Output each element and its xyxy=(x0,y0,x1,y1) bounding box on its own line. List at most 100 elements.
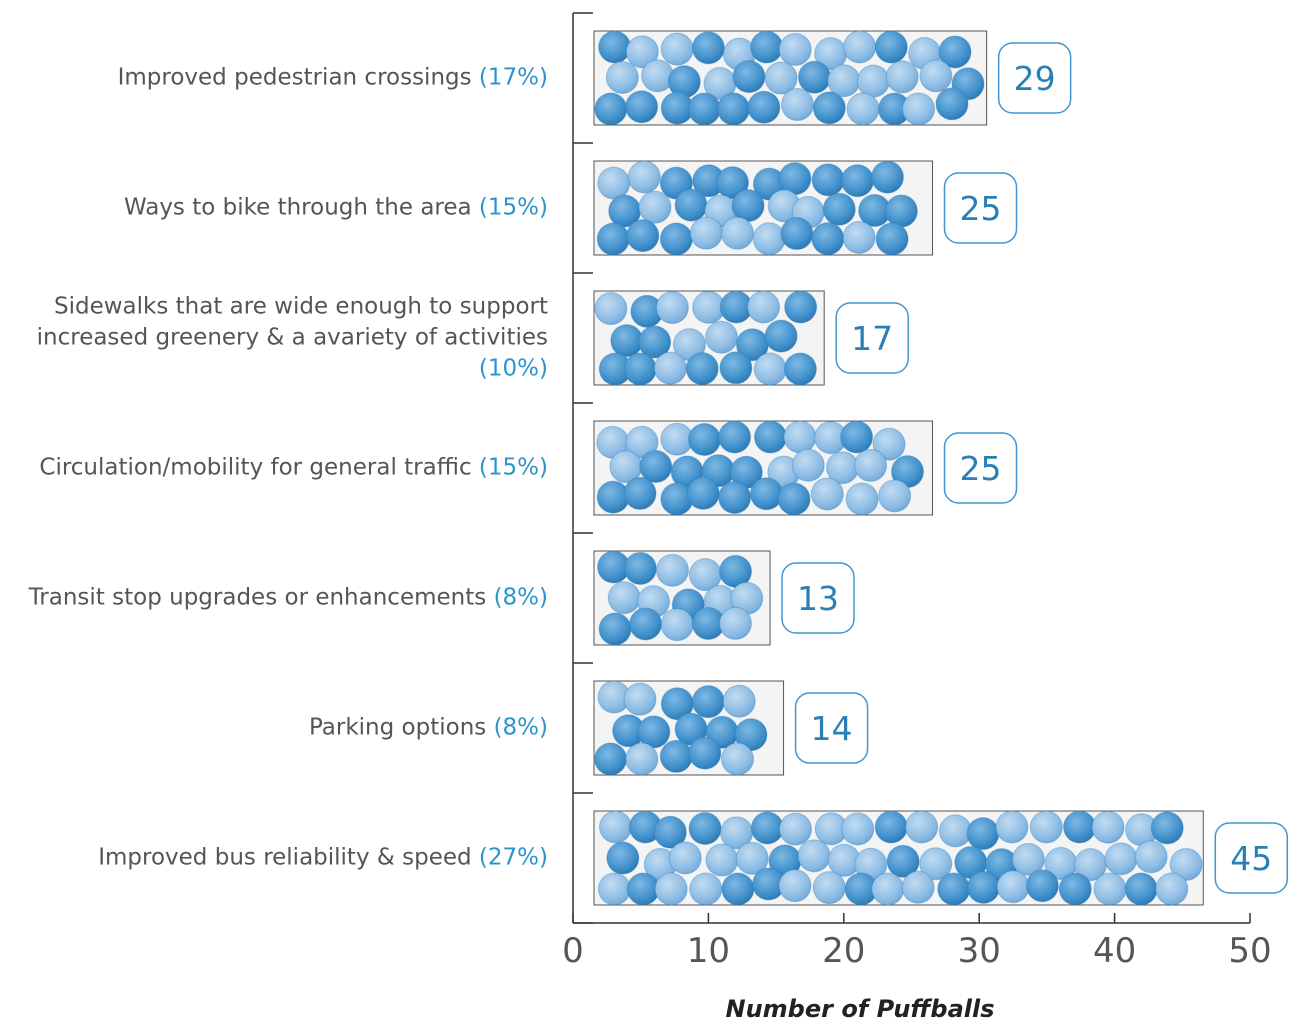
puffball xyxy=(607,581,641,615)
puffball xyxy=(797,839,831,873)
bar-group xyxy=(593,160,933,256)
puffball xyxy=(901,870,935,904)
puffball xyxy=(705,843,739,877)
puffball xyxy=(1104,842,1138,876)
puffball xyxy=(653,351,687,385)
share-label: (15%) xyxy=(478,454,548,481)
share-label: (17%) xyxy=(478,64,548,91)
puffball xyxy=(778,32,812,66)
puffball xyxy=(752,222,786,256)
puffball xyxy=(1124,872,1158,906)
category-label: Transit stop upgrades or enhancements (8… xyxy=(0,583,548,614)
puffball xyxy=(721,216,755,250)
puffball xyxy=(919,59,953,93)
puffball xyxy=(660,32,694,66)
puffball xyxy=(721,872,755,906)
puffball xyxy=(1155,872,1189,906)
puffball xyxy=(753,420,787,454)
puffball xyxy=(1025,869,1059,903)
category-label: Sidewalks that are wide enough to suppor… xyxy=(0,292,548,385)
puffball xyxy=(655,291,689,325)
puffball xyxy=(791,448,825,482)
puffball xyxy=(843,30,877,64)
puffball xyxy=(1169,847,1203,881)
puffball xyxy=(812,91,846,125)
puffball xyxy=(718,606,752,640)
puffball xyxy=(871,872,905,906)
value-badge xyxy=(1214,822,1289,894)
puffball xyxy=(1134,840,1168,874)
value-label: 25 xyxy=(960,449,1002,488)
category-label: Ways to bike through the area (15%) xyxy=(0,193,548,224)
puffball xyxy=(810,477,844,511)
puffball xyxy=(872,427,906,461)
category-text: Improved bus reliability & speed xyxy=(98,844,472,871)
value-label: 17 xyxy=(851,319,893,358)
category-text: Transit stop upgrades or enhancements xyxy=(28,584,487,611)
puffball xyxy=(735,841,769,875)
puffball xyxy=(625,90,659,124)
value-label: 25 xyxy=(960,189,1002,228)
puffball xyxy=(598,810,632,844)
value-badge xyxy=(794,692,869,764)
puffball xyxy=(597,872,631,906)
puffball xyxy=(764,319,798,353)
puffball xyxy=(841,812,875,846)
puffball xyxy=(623,476,657,510)
puffball xyxy=(655,553,689,587)
puffball xyxy=(884,194,918,228)
value-badge xyxy=(835,302,909,374)
puffball xyxy=(687,92,721,126)
puffball xyxy=(674,188,708,222)
puffball xyxy=(874,810,908,844)
value-badge xyxy=(781,562,855,634)
puffball xyxy=(938,814,972,848)
puffball xyxy=(749,477,783,511)
bar-group xyxy=(593,30,988,126)
puffball xyxy=(594,292,628,326)
puffball xyxy=(937,872,971,906)
puffball xyxy=(747,290,781,324)
puffball xyxy=(623,682,657,716)
puffball xyxy=(878,479,912,513)
puffball xyxy=(966,817,1000,851)
category-label: Parking options (8%) xyxy=(0,713,548,744)
puffball xyxy=(811,222,845,256)
x-tick-label: 20 xyxy=(822,931,865,971)
category-text: Sidewalks that are wide enough to suppor… xyxy=(36,293,548,351)
puffball xyxy=(653,815,687,849)
puffball xyxy=(689,216,723,250)
puffball xyxy=(812,871,846,905)
puffball xyxy=(935,87,969,121)
x-axis-title: Number of Puffballs xyxy=(725,995,994,1023)
puffball xyxy=(902,92,936,126)
puffball xyxy=(722,684,756,718)
x-tick-label: 10 xyxy=(687,931,730,971)
category-label: Circulation/mobility for general traffic… xyxy=(0,453,548,484)
puffball xyxy=(750,811,784,845)
puffball xyxy=(731,189,765,223)
category-text: Ways to bike through the area xyxy=(123,194,472,221)
puffball xyxy=(594,742,628,776)
puffball xyxy=(886,844,920,878)
puffball xyxy=(822,192,856,226)
puffball xyxy=(625,35,659,69)
puffball xyxy=(623,352,657,386)
bar-group xyxy=(593,290,825,386)
puffball xyxy=(596,222,630,256)
category-label: Improved pedestrian crossings (17%) xyxy=(0,63,548,94)
share-label: (27%) xyxy=(478,844,548,871)
share-label: (15%) xyxy=(478,194,548,221)
puffball xyxy=(784,290,818,324)
puffball xyxy=(842,220,876,254)
puffball xyxy=(718,480,752,514)
puffball xyxy=(854,448,888,482)
puffball xyxy=(691,31,725,65)
bar-group xyxy=(593,680,785,776)
puffball xyxy=(870,160,904,194)
share-label: (10%) xyxy=(478,355,548,382)
value-label: 29 xyxy=(1014,59,1056,98)
puffball xyxy=(627,160,661,194)
puffball xyxy=(638,190,672,224)
